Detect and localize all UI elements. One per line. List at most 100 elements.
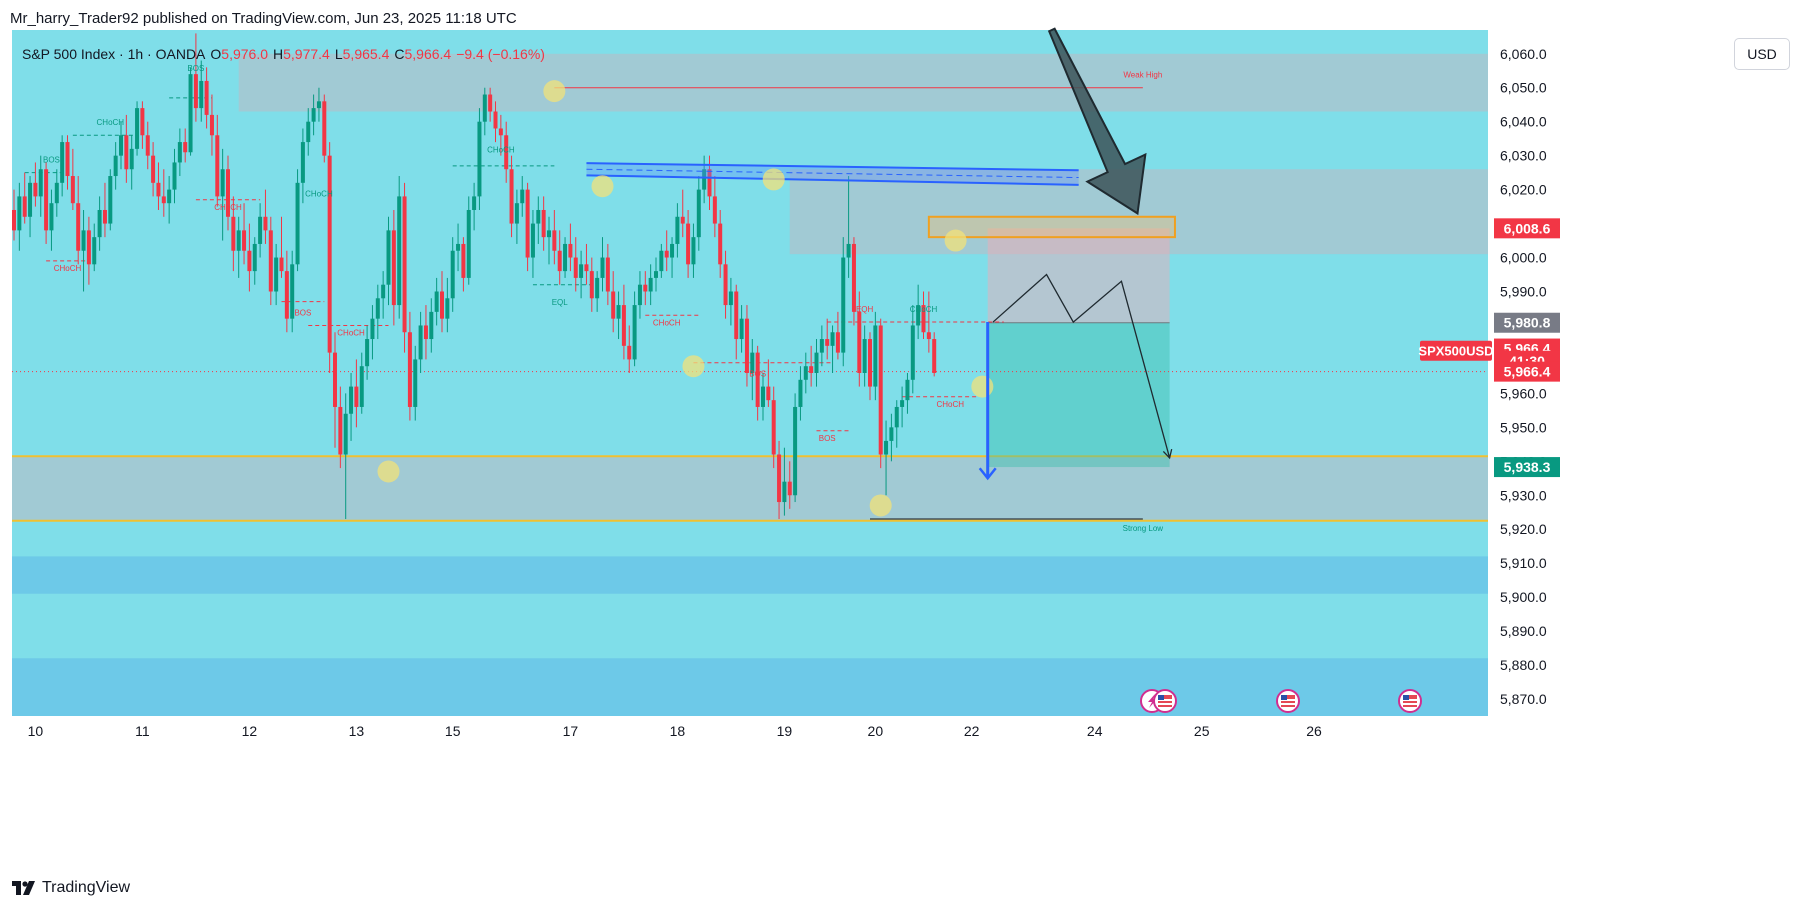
candle xyxy=(547,216,551,265)
flag-canton xyxy=(1281,695,1287,700)
economic-events-layer[interactable] xyxy=(1140,689,1422,713)
candle xyxy=(316,87,321,122)
candle-body xyxy=(28,182,33,217)
candle xyxy=(514,189,519,244)
short-position-layer[interactable] xyxy=(987,228,1170,468)
structure-label: CHoCH xyxy=(214,203,242,212)
candle-body xyxy=(418,325,423,360)
candle-body xyxy=(124,135,129,170)
low-label: L xyxy=(334,46,343,62)
candle xyxy=(456,223,461,272)
candle-body xyxy=(413,359,418,407)
candle-body xyxy=(905,379,910,401)
candle-body xyxy=(434,291,439,312)
tradingview-brand[interactable]: TradingView xyxy=(12,877,130,899)
candle-body xyxy=(161,196,166,204)
time-tick-label: 12 xyxy=(242,723,258,739)
us-flag-event-icon xyxy=(1276,689,1300,713)
candle-body xyxy=(643,284,648,292)
candle xyxy=(226,155,230,231)
candle xyxy=(803,352,808,394)
swing-point-marker xyxy=(591,175,614,198)
candle xyxy=(311,94,316,136)
flag-stripe xyxy=(1281,703,1295,705)
price-tick-label: 5,920.0 xyxy=(1500,521,1547,537)
candle-body xyxy=(541,209,546,238)
swing-point-marker xyxy=(543,80,566,103)
candle xyxy=(76,176,81,265)
weak-high-zone xyxy=(238,53,1489,112)
candle xyxy=(370,305,375,360)
candle-body xyxy=(258,216,263,244)
projection-path xyxy=(992,273,1171,459)
price-tick-label: 6,060.0 xyxy=(1500,46,1547,62)
candle-body xyxy=(279,257,284,272)
candle xyxy=(750,339,755,401)
candle xyxy=(857,291,862,387)
candle xyxy=(702,155,707,204)
candle-body xyxy=(461,243,466,278)
candle-body xyxy=(771,400,776,455)
time-axis[interactable]: 10 11 12 13 15 17 18 19 20 22 24 25 26 xyxy=(0,716,1815,746)
blue-arrowhead xyxy=(978,467,997,481)
candle xyxy=(343,393,348,520)
candle xyxy=(728,277,733,326)
candle-body xyxy=(830,332,835,346)
price-tag-label: 5,966.4 xyxy=(1504,364,1551,380)
candle-body xyxy=(12,209,16,231)
candle-body xyxy=(900,400,905,407)
price-tag: 5,980.8 xyxy=(1494,312,1560,333)
candle xyxy=(761,373,765,421)
candle-body xyxy=(889,427,894,441)
candle-body xyxy=(306,121,311,143)
candle-body xyxy=(547,230,551,238)
channel-mid-line xyxy=(586,168,1079,179)
support-zone xyxy=(12,456,1488,521)
candle-body xyxy=(926,332,931,340)
candle-body xyxy=(787,481,792,496)
price-tag-background xyxy=(1494,312,1560,333)
candle xyxy=(900,386,905,428)
candle-body xyxy=(846,243,851,258)
candle-body xyxy=(728,291,733,306)
candle xyxy=(627,325,632,373)
candle xyxy=(327,142,332,373)
candle xyxy=(573,237,578,292)
candle xyxy=(868,332,872,401)
swing-point-marker xyxy=(971,375,994,398)
candle xyxy=(413,345,418,421)
candle-body xyxy=(49,203,54,231)
candle xyxy=(38,155,43,217)
structure-label: CHoCH xyxy=(305,189,333,198)
candle-body xyxy=(573,257,578,278)
currency-button[interactable]: USD xyxy=(1734,38,1790,70)
candle-body xyxy=(199,80,204,109)
candle-body xyxy=(509,169,514,224)
candle xyxy=(381,271,386,319)
candle xyxy=(632,291,637,367)
candle xyxy=(49,189,54,251)
candle xyxy=(563,237,568,278)
candle-body xyxy=(782,481,787,503)
candle xyxy=(172,148,177,204)
flag-stripe xyxy=(1403,699,1417,701)
candle-body xyxy=(873,325,878,387)
price-tick-label: 5,950.0 xyxy=(1500,419,1547,435)
candle-body xyxy=(552,230,557,251)
candle-body xyxy=(654,271,658,278)
drawings-layer[interactable]: Weak High Strong Low BOS CHoCH BOS CHoCH CHoCH… xyxy=(43,27,1176,533)
candle xyxy=(793,393,798,503)
flag-stripe xyxy=(1158,699,1172,701)
candle-body xyxy=(750,352,755,373)
candle-body xyxy=(76,203,81,251)
structure-label: BOS xyxy=(294,308,311,317)
candle-body xyxy=(648,277,653,292)
price-tick-label: 6,020.0 xyxy=(1500,182,1547,198)
symbol-tag-label: SPX500USD xyxy=(1418,344,1493,359)
candle xyxy=(60,135,65,197)
price-tick-label: 5,930.0 xyxy=(1500,487,1547,503)
candle-body xyxy=(723,264,728,306)
publisher-line: Mr_harry_Trader92 published on TradingVi… xyxy=(10,10,517,27)
candle xyxy=(461,237,466,292)
